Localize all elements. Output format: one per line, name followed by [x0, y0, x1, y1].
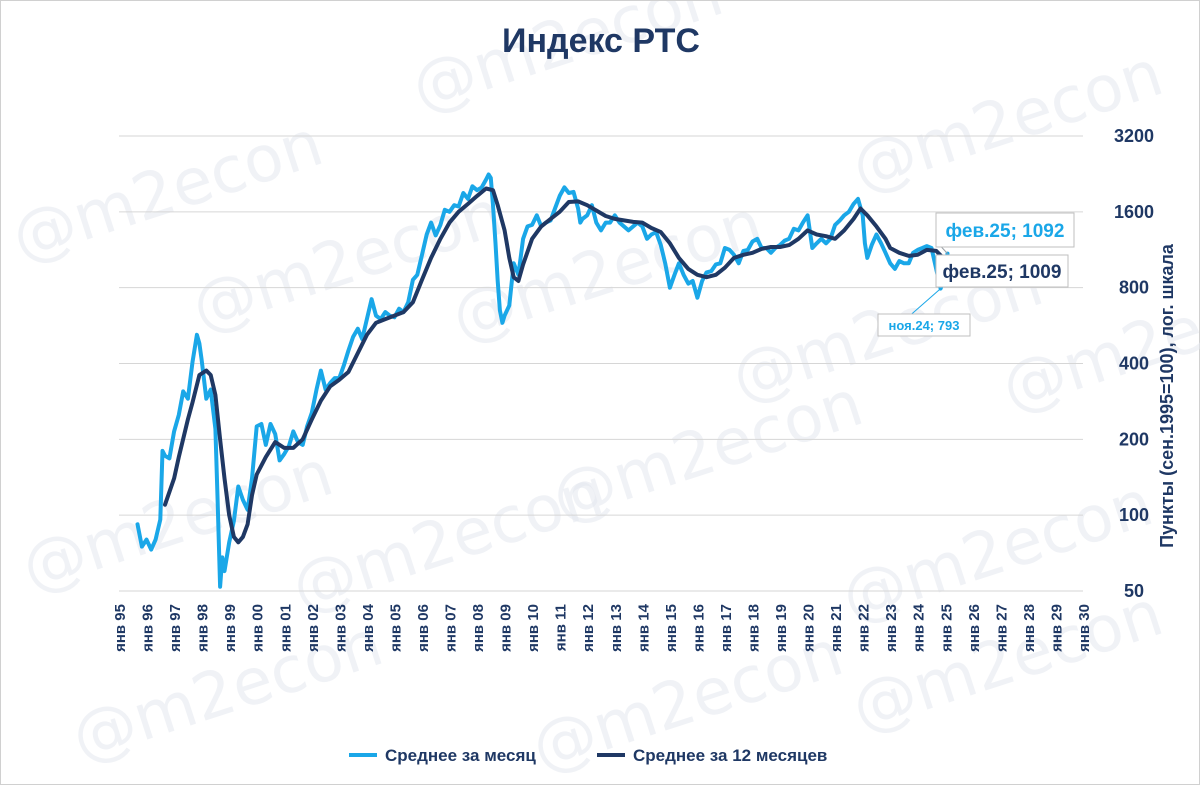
- annotations: фев.25; 1092 фев.25; 1009 ноя.24; 793: [877, 212, 1075, 337]
- legend-label: Среднее за 12 месяцев: [633, 746, 827, 765]
- x-tick-label: янв 96: [140, 604, 157, 652]
- watermark-text: @m2econ: [403, 1, 731, 126]
- x-tick-label: янв 24: [911, 603, 928, 652]
- x-tick-label: янв 04: [360, 603, 377, 652]
- x-tick-label: янв 19: [773, 604, 790, 652]
- x-tick-label: янв 07: [443, 604, 460, 652]
- chart-title: Индекс РТС: [502, 22, 700, 60]
- x-tick-label: янв 09: [498, 604, 515, 652]
- watermark-text: @m2econ: [843, 37, 1171, 207]
- x-tick-label: янв 28: [1021, 604, 1038, 652]
- x-tick-label: янв 14: [635, 603, 652, 652]
- x-tick-label: янв 25: [938, 604, 955, 652]
- y-tick-label: 400: [1119, 354, 1149, 374]
- x-tick-labels: янв 95 янв 96 янв 97 янв 98 янв 99 янв 00 янв …: [112, 603, 1093, 652]
- x-tick-label: янв 15: [663, 604, 680, 652]
- x-tick-label: янв 29: [1048, 604, 1065, 652]
- legend-label: Среднее за месяц: [385, 746, 536, 765]
- y-tick-labels: 50 100 200 400 800 1600 3200: [1114, 126, 1154, 601]
- annotation-label: ноя.24; 793: [889, 318, 960, 333]
- y-axis-label: Пункты (сен.1995=100), лог. шкала: [1157, 243, 1177, 548]
- series-line-0: [135, 172, 950, 589]
- x-tick-label: янв 08: [470, 604, 487, 652]
- x-tick-label: янв 12: [580, 604, 597, 652]
- x-tick-label: янв 00: [250, 604, 267, 652]
- x-tick-label: янв 21: [828, 604, 845, 652]
- x-tick-label: янв 17: [718, 604, 735, 652]
- y-tick-label: 50: [1124, 581, 1144, 601]
- y-tick-label: 3200: [1114, 126, 1154, 146]
- x-tick-label: янв 22: [856, 604, 873, 652]
- watermark-text: @m2econ: [543, 367, 871, 537]
- x-tick-label: янв 06: [415, 604, 432, 652]
- x-tick-label: янв 11: [553, 604, 570, 651]
- x-tick-label: янв 05: [387, 604, 404, 652]
- x-tick-label: янв 16: [690, 604, 707, 652]
- series-lines: [135, 172, 950, 589]
- x-tick-label: янв 95: [112, 604, 129, 652]
- x-tick-label: янв 01: [277, 604, 294, 652]
- y-tick-label: 100: [1119, 505, 1149, 525]
- series-line-1: [163, 186, 950, 545]
- annotation-box: [935, 254, 1069, 288]
- y-tick-label: 200: [1119, 429, 1149, 449]
- x-tick-label: янв 18: [745, 604, 762, 652]
- x-tick-label: янв 27: [993, 604, 1010, 652]
- y-tick-label: 1600: [1114, 202, 1154, 222]
- annotation-box: [935, 212, 1075, 248]
- annotation-label: фев.25; 1092: [946, 221, 1065, 242]
- annotation-label: фев.25; 1009: [943, 262, 1062, 283]
- x-tick-label: янв 03: [332, 604, 349, 652]
- x-tick-label: янв 23: [883, 604, 900, 652]
- x-tick-label: янв 02: [305, 604, 322, 652]
- annotation-box: [877, 313, 971, 337]
- x-tick-label: янв 13: [608, 604, 625, 652]
- x-tick-label: янв 20: [801, 604, 818, 652]
- x-tick-label: янв 10: [525, 604, 542, 652]
- x-tick-label: янв 98: [195, 604, 212, 652]
- legend: Среднее за месяц Среднее за 12 месяцев: [349, 746, 827, 765]
- x-tick-label: янв 99: [222, 604, 239, 652]
- x-tick-label: янв 97: [167, 604, 184, 652]
- x-tick-label: янв 26: [966, 604, 983, 652]
- x-tick-label: янв 30: [1076, 604, 1093, 652]
- y-tick-label: 800: [1119, 278, 1149, 298]
